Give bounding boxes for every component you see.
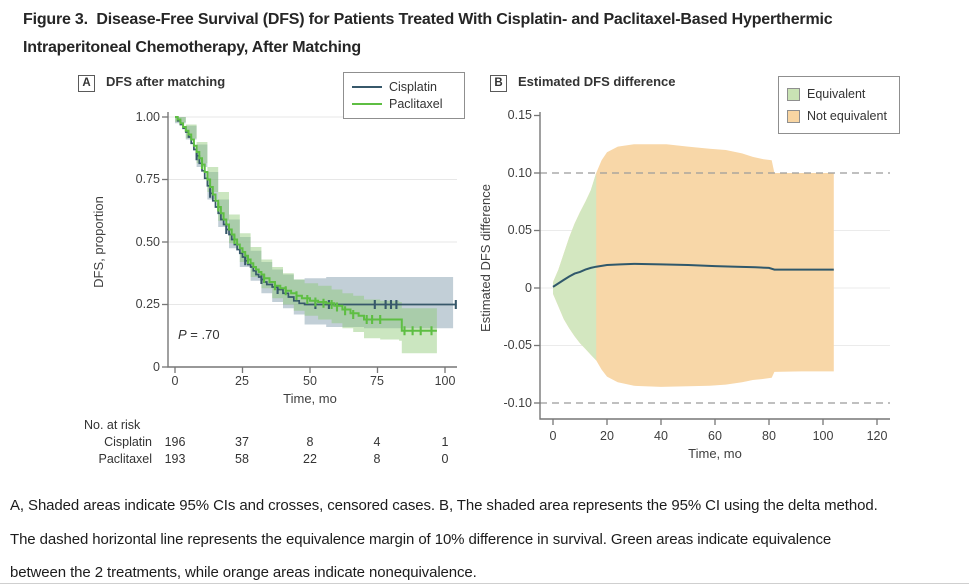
a-x-tick-50: 50 bbox=[303, 374, 317, 388]
panel-b-title: Estimated DFS difference bbox=[518, 74, 676, 89]
p-value: P = .70 bbox=[178, 327, 220, 342]
b-y-tick-0.10: 0.10 bbox=[507, 166, 532, 180]
caption-line3: between the 2 treatments, while orange a… bbox=[10, 564, 477, 581]
legend-label: Not equivalent bbox=[807, 109, 887, 123]
b-y-tick--0.10: -0.10 bbox=[503, 396, 533, 410]
bottom-divider bbox=[0, 583, 969, 584]
equivalent-swatch bbox=[787, 87, 800, 101]
a-x-tick-25: 25 bbox=[235, 374, 249, 388]
paclitaxel-curve bbox=[175, 116, 437, 332]
figure-title-line2: Intraperitoneal Chemotherapy, After Matc… bbox=[23, 39, 361, 56]
b-x-tick-0: 0 bbox=[549, 429, 557, 443]
a-y-tick-0.50: 0.50 bbox=[135, 235, 160, 249]
panel-a-plot bbox=[162, 112, 457, 373]
equivalent-region bbox=[553, 172, 597, 361]
risk-value: 196 bbox=[164, 435, 186, 449]
dfs-difference-line bbox=[552, 262, 834, 288]
paclitaxel-censor-marks bbox=[200, 160, 433, 336]
legend-label: Cisplatin bbox=[389, 80, 437, 95]
legend-label: Equivalent bbox=[807, 87, 866, 101]
caption-line2: The dashed horizontal line represents th… bbox=[10, 530, 832, 548]
panel-b-legend: Equivalent Not equivalent bbox=[778, 76, 900, 134]
a-x-tick-0: 0 bbox=[171, 374, 179, 388]
b-y-axis-label: Estimated DFS difference bbox=[478, 184, 493, 332]
risk-row-label-cisplatin: Cisplatin bbox=[104, 435, 152, 449]
paclitaxel-line-swatch bbox=[352, 102, 382, 105]
chart-canvas bbox=[162, 112, 890, 425]
risk-value: 58 bbox=[235, 452, 249, 466]
a-y-tick-0.25: 0.25 bbox=[135, 297, 160, 311]
risk-value: 4 bbox=[373, 435, 381, 449]
b-axes bbox=[539, 112, 890, 420]
b-y-tick--0.05: -0.05 bbox=[503, 338, 533, 352]
b-x-tick-80: 80 bbox=[762, 429, 776, 443]
panel-a-title: DFS after matching bbox=[106, 74, 226, 89]
b-x-tick-120: 120 bbox=[866, 429, 888, 443]
b-x-tick-60: 60 bbox=[708, 429, 722, 443]
risk-value: 8 bbox=[306, 435, 314, 449]
risk-value: 8 bbox=[373, 452, 381, 466]
panel-b-label: B bbox=[490, 75, 507, 92]
cisplatin-ci-band bbox=[175, 117, 454, 329]
risk-value: 1 bbox=[441, 435, 449, 449]
risk-table-header: No. at risk bbox=[84, 418, 141, 432]
risk-value: 22 bbox=[303, 452, 317, 466]
figure-title: Figure 3. Disease-Free Survival (DFS) fo… bbox=[23, 6, 953, 62]
panel-b-plot bbox=[534, 112, 890, 425]
b-x-tick-20: 20 bbox=[600, 429, 614, 443]
risk-value: 0 bbox=[441, 452, 449, 466]
panel-a-label: A bbox=[78, 75, 95, 92]
cisplatin-line-swatch bbox=[352, 86, 382, 89]
a-y-axis-label: DFS, proportion bbox=[91, 196, 106, 288]
cisplatin-curve bbox=[175, 116, 456, 306]
panel-a-legend: Cisplatin Paclitaxel bbox=[343, 72, 465, 119]
b-x-tick-40: 40 bbox=[654, 429, 668, 443]
a-y-tick-1.00: 1.00 bbox=[135, 110, 160, 124]
b-x-tick-100: 100 bbox=[812, 429, 834, 443]
legend-item-not-equivalent: Not equivalent bbox=[787, 109, 891, 123]
legend-label: Paclitaxel bbox=[389, 96, 443, 111]
not-equivalent-swatch bbox=[787, 109, 800, 123]
b-x-axis-label: Time, mo bbox=[688, 446, 742, 461]
figure-title-line1: Figure 3. Disease-Free Survival (DFS) fo… bbox=[23, 11, 833, 28]
legend-item-paclitaxel: Paclitaxel bbox=[352, 97, 456, 111]
risk-value: 193 bbox=[164, 452, 186, 466]
risk-value: 37 bbox=[235, 435, 249, 449]
p-value-number: = .70 bbox=[186, 327, 220, 342]
p-value-symbol: P bbox=[178, 327, 187, 342]
a-y-tick-0: 0 bbox=[153, 360, 160, 374]
b-y-tick-0: 0 bbox=[525, 281, 532, 295]
b-y-tick-0.15: 0.15 bbox=[507, 108, 532, 122]
a-x-tick-75: 75 bbox=[370, 374, 384, 388]
figure-caption: A, Shaded areas indicate 95% CIs and cro… bbox=[10, 489, 960, 585]
caption-line1: A, Shaded areas indicate 95% CIs and cro… bbox=[10, 497, 878, 514]
b-y-tick-0.05: 0.05 bbox=[507, 223, 532, 237]
a-x-axis-label: Time, mo bbox=[283, 391, 337, 406]
a-y-tick-0.75: 0.75 bbox=[135, 172, 160, 186]
a-x-tick-100: 100 bbox=[434, 374, 456, 388]
legend-item-equivalent: Equivalent bbox=[787, 87, 891, 101]
legend-item-cisplatin: Cisplatin bbox=[352, 80, 456, 94]
risk-row-label-paclitaxel: Paclitaxel bbox=[98, 452, 153, 466]
